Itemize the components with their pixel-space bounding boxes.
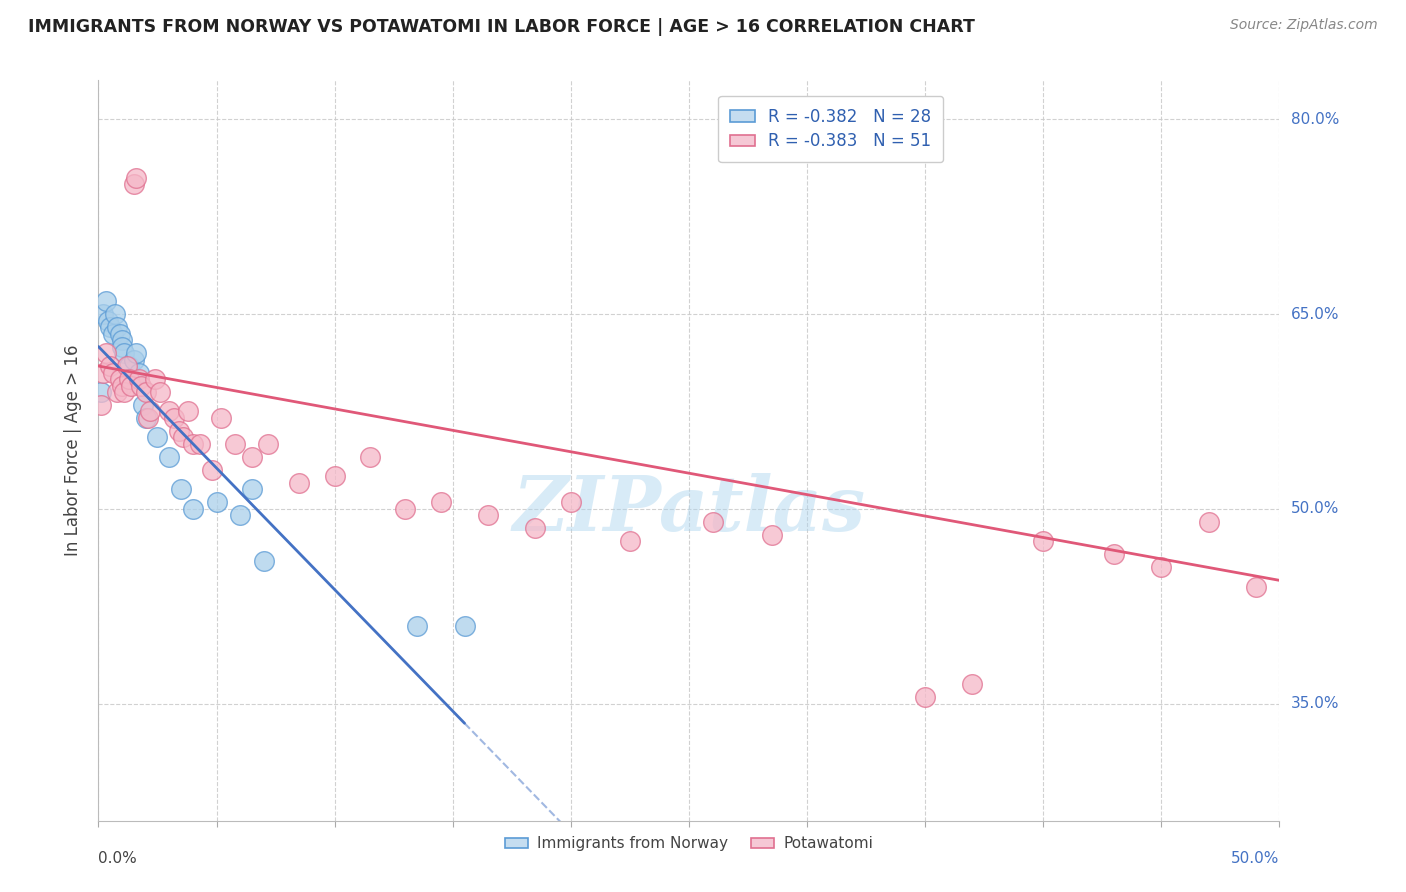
Point: [90, 398, 112, 412]
Point: [128, 372, 150, 386]
Point: [111, 378, 134, 392]
Point: [761, 528, 783, 542]
Point: [104, 307, 127, 321]
Point: [101, 326, 124, 341]
Point: [122, 177, 145, 191]
Point: [619, 534, 641, 549]
Text: 50.0%: 50.0%: [1291, 501, 1339, 516]
Point: [125, 170, 148, 185]
Point: [1150, 560, 1173, 574]
Point: [146, 430, 169, 444]
Point: [253, 554, 276, 568]
Point: [181, 437, 204, 451]
Text: ZIPatlas: ZIPatlas: [512, 473, 866, 547]
Point: [181, 502, 204, 516]
Point: [132, 398, 155, 412]
Point: [1102, 547, 1125, 561]
Text: IMMIGRANTS FROM NORWAY VS POTAWATOMI IN LABOR FORCE | AGE > 16 CORRELATION CHART: IMMIGRANTS FROM NORWAY VS POTAWATOMI IN …: [28, 18, 974, 36]
Point: [111, 333, 134, 347]
Point: [108, 372, 131, 386]
Point: [129, 378, 152, 392]
Point: [101, 366, 124, 380]
Point: [157, 404, 180, 418]
Point: [163, 411, 186, 425]
Point: [172, 430, 194, 444]
Point: [1244, 580, 1267, 594]
Point: [135, 411, 157, 425]
Text: Source: ZipAtlas.com: Source: ZipAtlas.com: [1230, 18, 1378, 32]
Point: [430, 495, 453, 509]
Point: [224, 437, 246, 451]
Point: [188, 437, 211, 451]
Point: [112, 346, 135, 360]
Point: [90, 384, 112, 399]
Text: 50.0%: 50.0%: [1232, 851, 1279, 866]
Point: [139, 404, 162, 418]
Point: [177, 404, 200, 418]
Point: [1032, 534, 1054, 549]
Point: [91, 307, 114, 321]
Point: [94, 346, 117, 360]
Point: [111, 340, 134, 354]
Point: [105, 320, 128, 334]
Point: [359, 450, 381, 464]
Point: [149, 384, 172, 399]
Point: [257, 437, 280, 451]
Point: [201, 463, 224, 477]
Point: [136, 411, 159, 425]
Legend: Immigrants from Norway, Potawatomi: Immigrants from Norway, Potawatomi: [499, 830, 879, 857]
Point: [914, 690, 936, 705]
Point: [209, 411, 232, 425]
Point: [94, 294, 117, 309]
Point: [128, 366, 150, 380]
Point: [1198, 515, 1220, 529]
Point: [205, 495, 228, 509]
Point: [453, 619, 475, 633]
Point: [288, 475, 311, 490]
Point: [167, 424, 190, 438]
Text: 0.0%: 0.0%: [98, 851, 138, 866]
Point: [91, 366, 114, 380]
Point: [240, 450, 263, 464]
Point: [323, 469, 346, 483]
Point: [121, 378, 143, 392]
Point: [477, 508, 499, 523]
Point: [702, 515, 724, 529]
Point: [240, 483, 263, 497]
Point: [112, 384, 135, 399]
Point: [108, 326, 131, 341]
Text: 65.0%: 65.0%: [1291, 307, 1339, 322]
Point: [170, 483, 193, 497]
Point: [118, 372, 141, 386]
Point: [122, 352, 145, 367]
Point: [229, 508, 252, 523]
Y-axis label: In Labor Force | Age > 16: In Labor Force | Age > 16: [65, 344, 83, 557]
Point: [962, 677, 984, 691]
Text: 80.0%: 80.0%: [1291, 112, 1339, 127]
Point: [98, 320, 121, 334]
Point: [524, 521, 547, 535]
Point: [97, 313, 120, 327]
Point: [115, 359, 138, 373]
Point: [143, 372, 166, 386]
Point: [560, 495, 582, 509]
Point: [105, 384, 128, 399]
Point: [125, 346, 148, 360]
Point: [406, 619, 429, 633]
Point: [157, 450, 180, 464]
Text: 35.0%: 35.0%: [1291, 697, 1339, 711]
Point: [118, 359, 141, 373]
Point: [135, 384, 157, 399]
Point: [394, 502, 416, 516]
Point: [98, 359, 121, 373]
